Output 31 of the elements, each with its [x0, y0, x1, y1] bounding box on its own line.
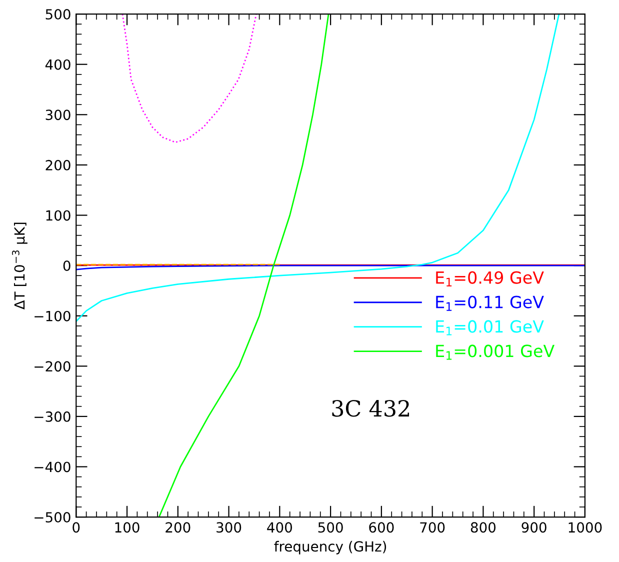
- y-tick-label: 0: [63, 260, 70, 272]
- y-tick-label: 200: [46, 160, 70, 170]
- x-tick-label: 800: [470, 522, 496, 533]
- x-tick-label: 900: [522, 522, 546, 533]
- legend-label: E$_{1}$=0.49 GeV: [436, 271, 544, 286]
- y-tick-label: 400: [45, 59, 70, 70]
- x-tick-label: 600: [369, 522, 394, 533]
- x-tick-label: 100: [115, 522, 140, 533]
- line-series: [158, 14, 330, 518]
- legend-label: E$_{1}$=0.11 GeV: [436, 296, 544, 311]
- annotation: 3C 432: [332, 400, 409, 417]
- y-tick-label: 100: [46, 210, 70, 221]
- legend-label: E$_{1}$=0.001 GeV: [436, 344, 554, 360]
- y-tick-label: 500: [46, 9, 70, 20]
- x-tick-label: 1000: [568, 522, 602, 533]
- x-tick-label: 200: [166, 522, 190, 533]
- legend-label: E$_{1}$=0.01 GeV: [436, 320, 544, 336]
- line-series: [122, 14, 257, 144]
- x-tick-label: 0: [72, 522, 80, 533]
- y-tick-label: −100: [34, 310, 70, 322]
- y-tick-label: −300: [34, 411, 70, 422]
- y-tick-label: −500: [34, 512, 70, 523]
- x-tick-label: 500: [318, 522, 343, 533]
- y-tick-label: −400: [34, 462, 70, 472]
- x-tick-label: 700: [420, 522, 445, 533]
- x-tick-label: 300: [216, 522, 242, 533]
- x-axis-title: frequency (GHz): [274, 540, 386, 554]
- y-axis-title: ΔT [10$^{−3}$ μK]: [12, 222, 28, 310]
- y-tick-label: −200: [34, 361, 70, 372]
- y-tick-label: 300: [46, 110, 70, 120]
- x-tick-label: 400: [267, 522, 292, 533]
